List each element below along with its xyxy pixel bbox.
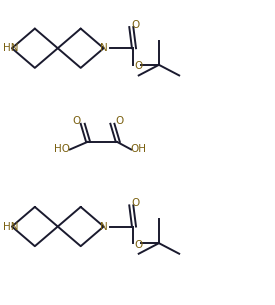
Text: N: N [100,221,108,231]
Text: HN: HN [3,43,18,53]
Text: N: N [100,43,108,53]
Text: O: O [73,116,81,126]
Text: O: O [131,198,140,208]
Text: HO: HO [54,145,70,154]
Text: O: O [134,240,142,250]
Text: O: O [134,61,142,71]
Text: O: O [131,20,140,30]
Text: HN: HN [3,221,18,231]
Text: OH: OH [131,145,147,154]
Text: O: O [115,116,123,126]
